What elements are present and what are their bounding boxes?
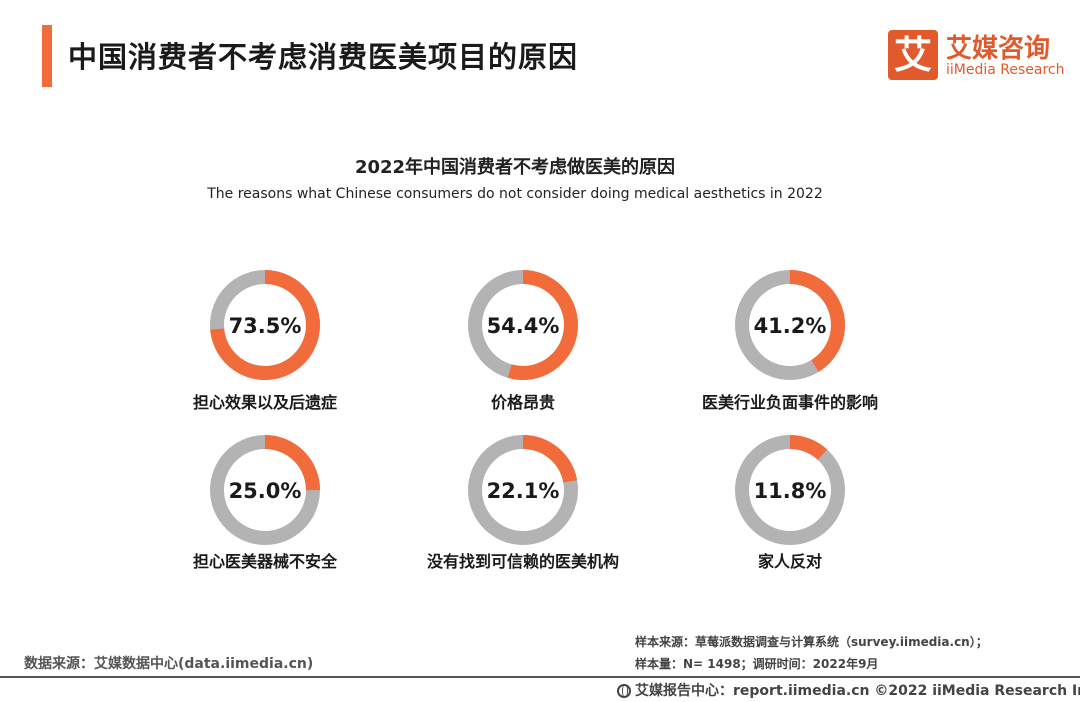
donut-category-label: 担心效果以及后遗症	[193, 393, 337, 412]
donut-value-arc	[735, 270, 845, 380]
logo-english-name: iiMedia Research	[946, 62, 1065, 78]
sample-size: 样本量：N= 1498；调研时间：2022年9月	[635, 657, 879, 671]
report-center: 艾媒报告中心：report.iimedia.cn ©2022 iiMedia R…	[617, 680, 1080, 700]
donut-category-label: 医美行业负面事件的影响	[702, 393, 878, 412]
donut-value-label: 73.5%	[229, 314, 302, 338]
donut-value-label: 22.1%	[487, 479, 560, 503]
donut-value-arc	[468, 270, 578, 380]
donut-category-label: 价格昂贵	[491, 393, 555, 412]
donut-category-label: 家人反对	[758, 552, 822, 571]
globe-icon	[617, 684, 631, 698]
logo-chinese-name: 艾媒咨询	[946, 34, 1051, 64]
donut-2: 54.4% 价格昂贵	[468, 270, 578, 412]
sample-source: 样本来源：草莓派数据调查与计算系统（survey.iimedia.cn）；	[635, 635, 988, 649]
donut-value-arc	[210, 435, 320, 545]
donut-1: 73.5% 担心效果以及后遗症	[193, 270, 337, 412]
donut-category-label: 没有找到可信赖的医美机构	[427, 552, 619, 571]
donut-category-label: 担心医美器械不安全	[193, 552, 338, 571]
donut-value-label: 11.8%	[754, 479, 827, 503]
iimedia-logo: 艾 艾媒咨询 iiMedia Research	[888, 30, 1068, 82]
donut-value-label: 54.4%	[487, 314, 560, 338]
donut-6: 11.8% 家人反对	[735, 435, 845, 571]
title-accent-bar	[42, 25, 52, 87]
footer-divider	[0, 676, 1080, 678]
data-source: 数据来源：艾媒数据中心(data.iimedia.cn)	[24, 656, 314, 672]
donut-value-arc	[468, 435, 578, 545]
donut-value-label: 41.2%	[754, 314, 827, 338]
donut-value-label: 25.0%	[229, 479, 302, 503]
logo-mark: 艾	[888, 30, 938, 80]
page-title: 中国消费者不考虑消费医美项目的原因	[68, 40, 579, 74]
donut-4: 25.0% 担心医美器械不安全	[193, 435, 338, 571]
chart-title: 2022年中国消费者不考虑做医美的原因	[354, 157, 676, 178]
donut-value-arc	[735, 435, 845, 545]
donut-value-arc	[210, 270, 320, 380]
report-center-text: 艾媒报告中心：report.iimedia.cn ©2022 iiMedia R…	[635, 683, 1080, 699]
donut-3: 41.2% 医美行业负面事件的影响	[702, 270, 878, 412]
donut-5: 22.1% 没有找到可信赖的医美机构	[427, 435, 619, 571]
chart-subtitle: The reasons what Chinese consumers do no…	[207, 186, 823, 202]
